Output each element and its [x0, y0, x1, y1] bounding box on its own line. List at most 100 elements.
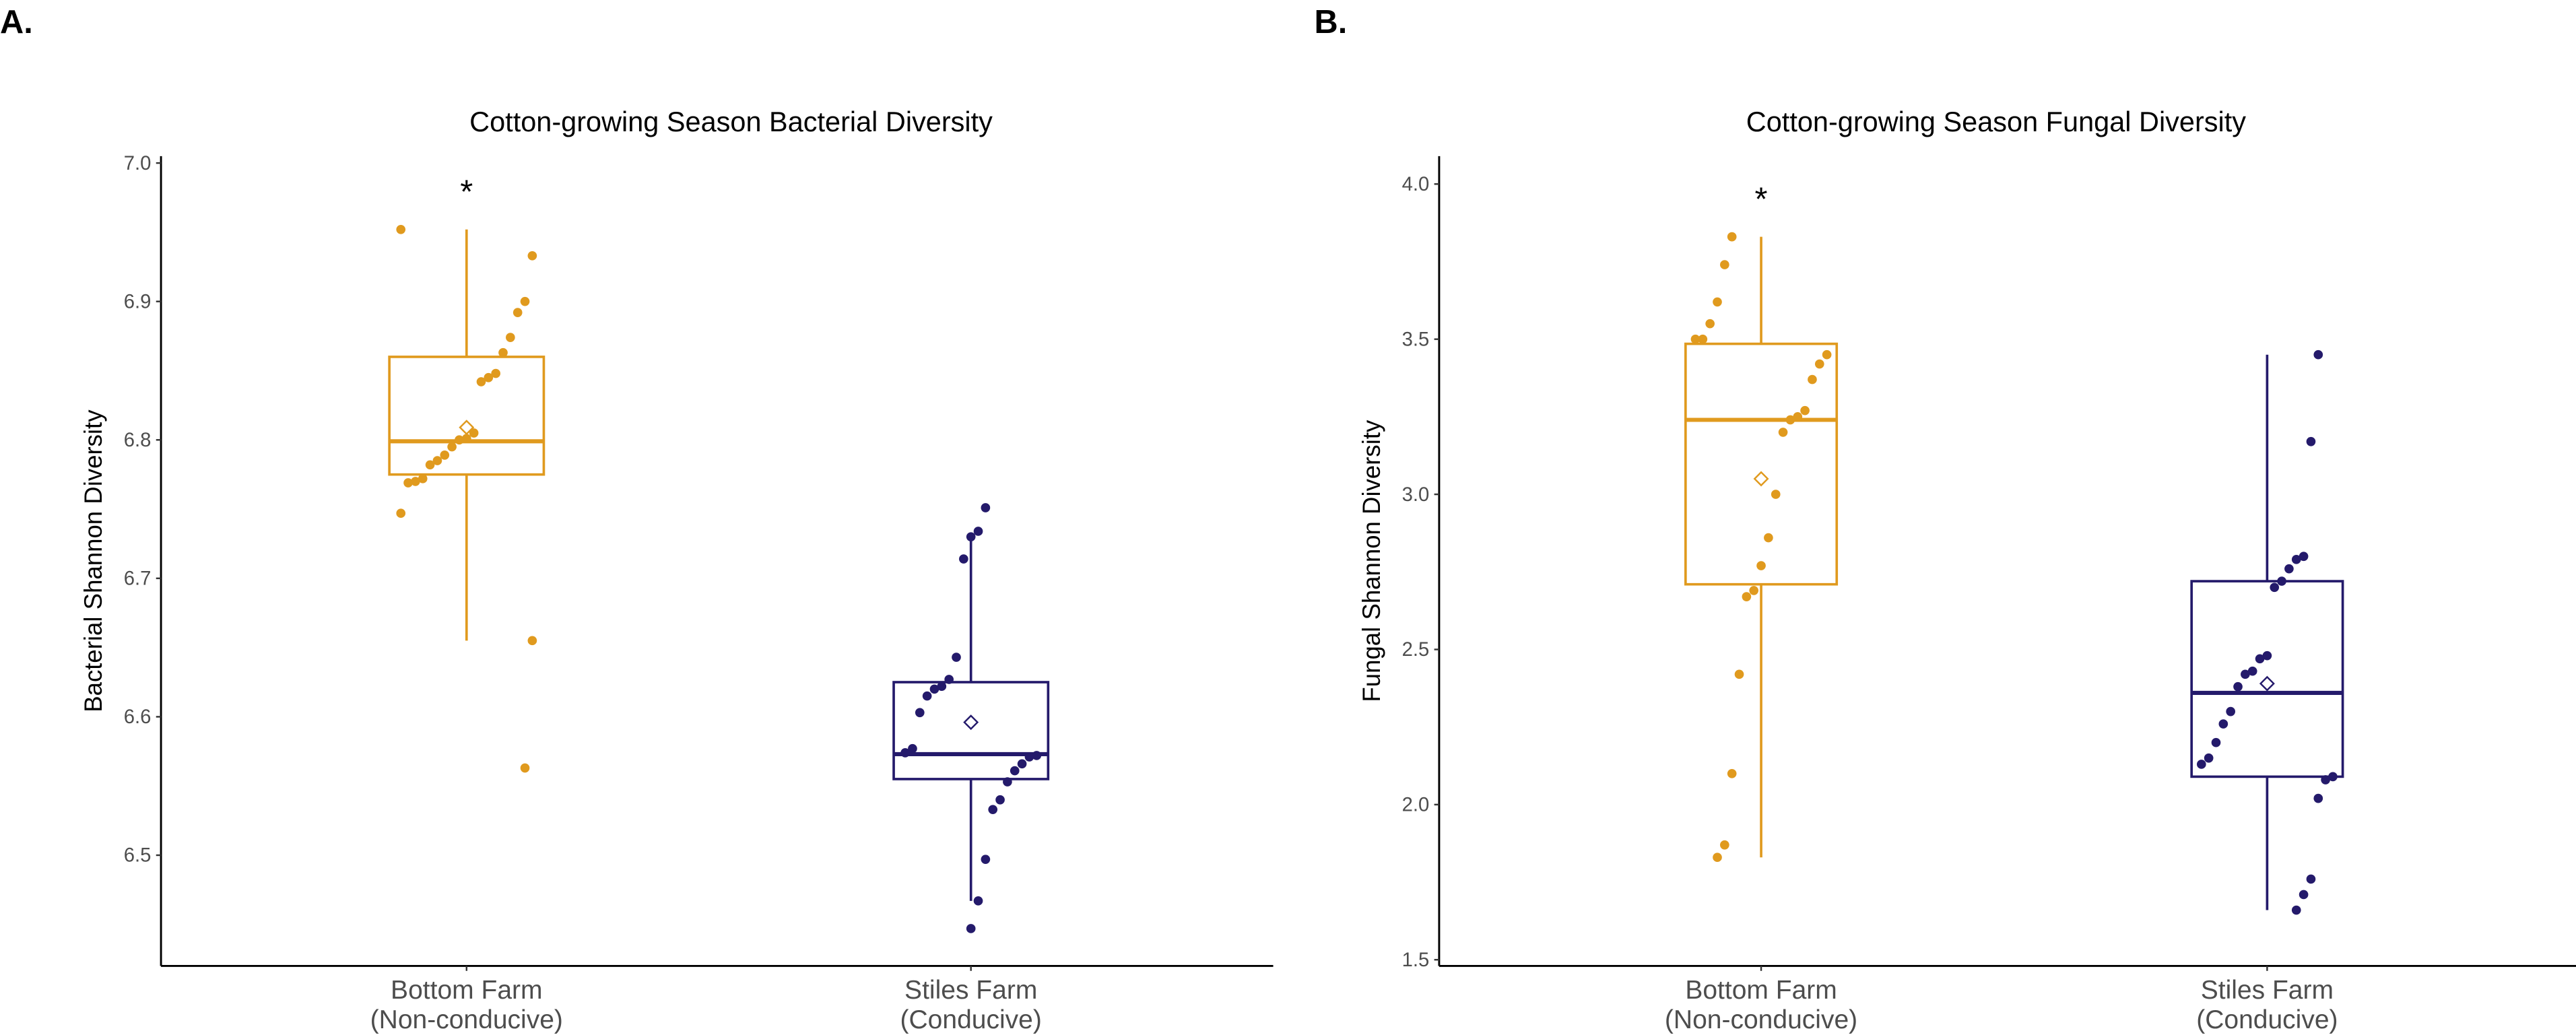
data-point	[2262, 650, 2272, 661]
mean-diamond	[459, 420, 475, 436]
data-point	[484, 372, 494, 382]
panel-label: A.	[0, 4, 33, 40]
data-point	[1720, 840, 1729, 850]
data-point	[491, 368, 500, 378]
data-point	[995, 795, 1005, 805]
data-point	[937, 681, 947, 692]
data-point	[461, 434, 471, 444]
data-point	[1713, 297, 1722, 307]
y-axis-label: Fungal Shannon Diversity	[1358, 420, 1385, 702]
panel-label: B.	[1315, 4, 1348, 40]
data-point	[527, 251, 537, 261]
data-point	[520, 296, 530, 306]
data-point	[2241, 669, 2250, 679]
y-axis-label: Bacterial Shannon Diversity	[79, 409, 107, 712]
data-point	[908, 743, 917, 754]
data-point	[2226, 706, 2236, 716]
data-point	[1690, 334, 1700, 344]
data-point	[966, 532, 976, 541]
mean-diamond	[963, 714, 979, 731]
data-point	[1017, 759, 1027, 769]
data-point	[498, 347, 508, 358]
data-point	[2299, 890, 2309, 900]
y-tick-label: 2.0	[1402, 795, 1430, 816]
data-point	[2233, 681, 2243, 692]
data-point	[2299, 552, 2309, 562]
data-point	[506, 333, 515, 342]
data-point	[520, 763, 530, 773]
group-bottom-farm: *	[388, 174, 546, 773]
data-point	[1808, 374, 1817, 385]
data-point	[2321, 775, 2330, 784]
data-point	[1734, 669, 1744, 679]
y-tick-label: 6.5	[124, 845, 152, 867]
panel-a-bacterial-diversity: A. Cotton-growing Season Bacterial Divers…	[0, 4, 1274, 1034]
data-point	[418, 473, 428, 483]
data-point	[469, 428, 479, 438]
data-point	[2218, 719, 2228, 729]
data-point	[900, 748, 910, 758]
iqr-box	[2190, 580, 2344, 778]
y-tick-label: 6.9	[124, 291, 152, 312]
data-point	[1003, 777, 1012, 787]
data-point	[2255, 654, 2265, 664]
data-point	[959, 554, 968, 564]
y-tick-label: 6.7	[124, 568, 152, 590]
data-point	[2196, 760, 2206, 769]
data-point	[1010, 766, 1020, 776]
data-point	[447, 442, 457, 452]
chart-title: Cotton-growing Season Bacterial Diversit…	[469, 106, 993, 137]
data-point	[2306, 436, 2316, 446]
data-point	[1771, 490, 1781, 499]
data-point	[2211, 737, 2221, 747]
y-tick-label: 2.5	[1402, 639, 1430, 661]
data-point	[973, 896, 983, 906]
data-point	[440, 450, 450, 460]
y-tick-label: 7.0	[124, 153, 152, 174]
x-tick-sublabel: (Non-conducive)	[370, 1005, 563, 1034]
data-point	[1720, 260, 1729, 269]
data-point	[1727, 768, 1737, 778]
data-point	[513, 308, 523, 317]
data-point	[411, 477, 420, 486]
data-point	[2284, 564, 2294, 574]
data-point	[1785, 415, 1795, 425]
data-point	[1024, 752, 1034, 762]
data-point	[2291, 555, 2301, 564]
data-point	[396, 508, 406, 519]
data-point	[1698, 334, 1708, 344]
data-point	[1793, 412, 1803, 422]
data-point	[981, 855, 991, 864]
panel-b-fungal-diversity: B. Cotton-growing Season Fungal Diversity…	[1315, 4, 2576, 1034]
data-point	[973, 527, 983, 536]
data-point	[476, 377, 486, 387]
data-point	[922, 691, 932, 701]
data-point	[2313, 349, 2323, 360]
group-bottom-farm: *	[1684, 182, 1839, 863]
data-point	[2277, 576, 2286, 586]
data-point	[915, 708, 925, 718]
x-tick-label: Bottom Farm	[391, 976, 542, 1005]
data-point	[2328, 772, 2338, 782]
x-tick-sublabel: (Non-conducive)	[1665, 1005, 1857, 1034]
data-point	[1713, 853, 1722, 863]
data-point	[2313, 793, 2323, 803]
data-point	[2204, 753, 2214, 763]
data-point	[1749, 586, 1759, 595]
y-tick-label: 3.5	[1402, 329, 1430, 350]
y-tick-label: 6.8	[124, 430, 152, 451]
data-point	[944, 675, 954, 684]
data-point	[403, 478, 413, 488]
data-point	[1822, 349, 1832, 360]
data-point	[2247, 666, 2257, 676]
data-point	[425, 460, 435, 470]
y-tick-label: 4.0	[1402, 174, 1430, 195]
y-tick-label: 6.6	[124, 706, 152, 728]
data-point	[1742, 592, 1752, 601]
data-point	[1778, 428, 1788, 437]
x-tick-label: Stiles Farm	[904, 976, 1037, 1005]
data-point	[432, 456, 442, 465]
data-point	[929, 684, 939, 694]
data-point	[2291, 905, 2301, 915]
